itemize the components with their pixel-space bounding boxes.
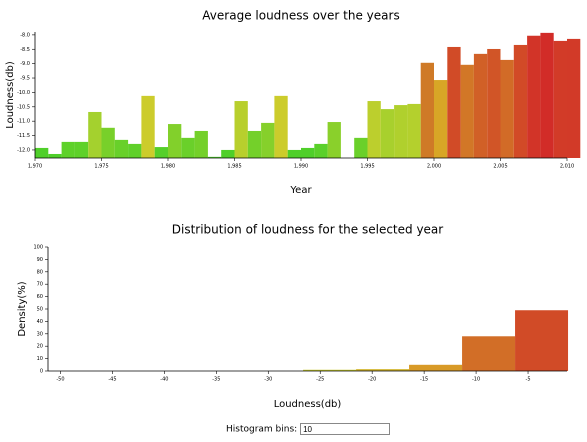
x-axis-label: Loudness(db) bbox=[274, 399, 342, 410]
bar bbox=[61, 141, 75, 158]
x-tick-label: 1,990 bbox=[294, 164, 308, 170]
bar bbox=[128, 143, 142, 158]
bar bbox=[513, 44, 528, 158]
bins-control: Histogram bins: bbox=[226, 423, 391, 435]
bar bbox=[194, 130, 208, 158]
histogram-bar bbox=[356, 369, 410, 371]
y-axis-label: Loudness(db) bbox=[5, 61, 16, 129]
y-tick-label: 30 bbox=[37, 331, 43, 337]
x-tick-label: -15 bbox=[420, 377, 428, 383]
y-tick-label: 50 bbox=[37, 307, 43, 313]
histogram-bar bbox=[462, 336, 516, 371]
bar bbox=[540, 32, 554, 158]
bar bbox=[88, 111, 102, 158]
y-tick-label: 20 bbox=[37, 344, 43, 350]
bins-input[interactable] bbox=[300, 423, 391, 435]
bar bbox=[221, 149, 235, 158]
y-tick-label: 100 bbox=[33, 245, 43, 251]
bar bbox=[274, 95, 288, 158]
y-tick-label: -11.0 bbox=[17, 119, 30, 125]
y-tick-label: 10 bbox=[37, 356, 43, 362]
y-tick-label: -9.0 bbox=[20, 61, 30, 67]
x-tick-label: 1,970 bbox=[28, 164, 42, 170]
bar bbox=[567, 38, 581, 158]
bar bbox=[234, 101, 248, 158]
y-tick-label: -11.5 bbox=[17, 133, 30, 139]
y-tick-label: -10.5 bbox=[17, 104, 30, 110]
bar bbox=[434, 80, 448, 158]
bins-label: Histogram bins: bbox=[226, 424, 298, 435]
charts: Average loudness over the years Year Loudn… bbox=[5, 9, 581, 410]
x-tick-label: 2,005 bbox=[493, 164, 507, 170]
bar bbox=[380, 109, 395, 158]
bar bbox=[367, 101, 381, 158]
bar bbox=[181, 137, 195, 158]
x-tick-label: 1,980 bbox=[161, 164, 175, 170]
x-tick-label: -25 bbox=[316, 377, 324, 383]
x-tick-label: -20 bbox=[368, 377, 376, 383]
x-tick-label: -45 bbox=[108, 377, 116, 383]
bar bbox=[407, 103, 421, 158]
bar bbox=[460, 64, 474, 158]
bar bbox=[301, 147, 315, 158]
bar bbox=[447, 46, 461, 158]
bar bbox=[168, 124, 182, 158]
x-tick-label: 2,000 bbox=[427, 164, 441, 170]
y-tick-label: -12.0 bbox=[17, 147, 30, 153]
chart-title: Distribution of loudness for the selecte… bbox=[172, 223, 444, 237]
histogram-bar bbox=[409, 364, 463, 371]
bar bbox=[114, 139, 129, 158]
bar bbox=[527, 35, 541, 158]
x-tick-label: -40 bbox=[160, 377, 168, 383]
x-tick-label: 1,995 bbox=[360, 164, 374, 170]
bar bbox=[473, 53, 488, 158]
bar bbox=[394, 105, 408, 158]
bar bbox=[420, 62, 434, 158]
y-tick-label: 40 bbox=[37, 319, 43, 325]
x-axis-label: Year bbox=[289, 185, 312, 196]
bar bbox=[500, 59, 514, 158]
bar bbox=[354, 137, 368, 158]
bar bbox=[247, 130, 262, 158]
y-tick-label: -8.0 bbox=[20, 32, 30, 38]
bar bbox=[74, 141, 89, 158]
x-tick-label: 1,975 bbox=[94, 164, 108, 170]
y-tick-label: -8.5 bbox=[20, 47, 30, 53]
bar bbox=[35, 147, 49, 158]
bar bbox=[287, 149, 301, 158]
bar bbox=[154, 147, 168, 158]
y-tick-label: 0 bbox=[40, 369, 43, 375]
bar bbox=[101, 127, 115, 158]
bar bbox=[553, 40, 567, 158]
bar bbox=[48, 153, 62, 158]
x-tick-label: -5 bbox=[526, 377, 531, 383]
bar bbox=[487, 48, 501, 158]
histogram-bar bbox=[515, 310, 569, 371]
x-tick-label: -30 bbox=[264, 377, 272, 383]
chart-title: Average loudness over the years bbox=[202, 9, 399, 23]
x-tick-label: 2,010 bbox=[560, 164, 574, 170]
y-tick-label: 60 bbox=[37, 294, 43, 300]
y-tick-label: -10.0 bbox=[17, 90, 30, 96]
bar bbox=[207, 156, 222, 158]
x-tick-label: -10 bbox=[472, 377, 480, 383]
y-tick-label: 80 bbox=[37, 269, 43, 275]
y-tick-label: -9.5 bbox=[20, 76, 30, 82]
bar bbox=[261, 122, 275, 158]
y-tick-label: 70 bbox=[37, 282, 43, 288]
y-axis-label: Density(%) bbox=[17, 281, 28, 336]
x-tick-label: 1,985 bbox=[227, 164, 241, 170]
bar bbox=[141, 95, 155, 158]
histogram-bar bbox=[303, 369, 357, 371]
y-tick-label: 90 bbox=[37, 257, 43, 263]
bar bbox=[314, 143, 328, 158]
bar bbox=[327, 122, 341, 158]
x-tick-label: -35 bbox=[212, 377, 220, 383]
x-tick-label: -50 bbox=[56, 377, 64, 383]
